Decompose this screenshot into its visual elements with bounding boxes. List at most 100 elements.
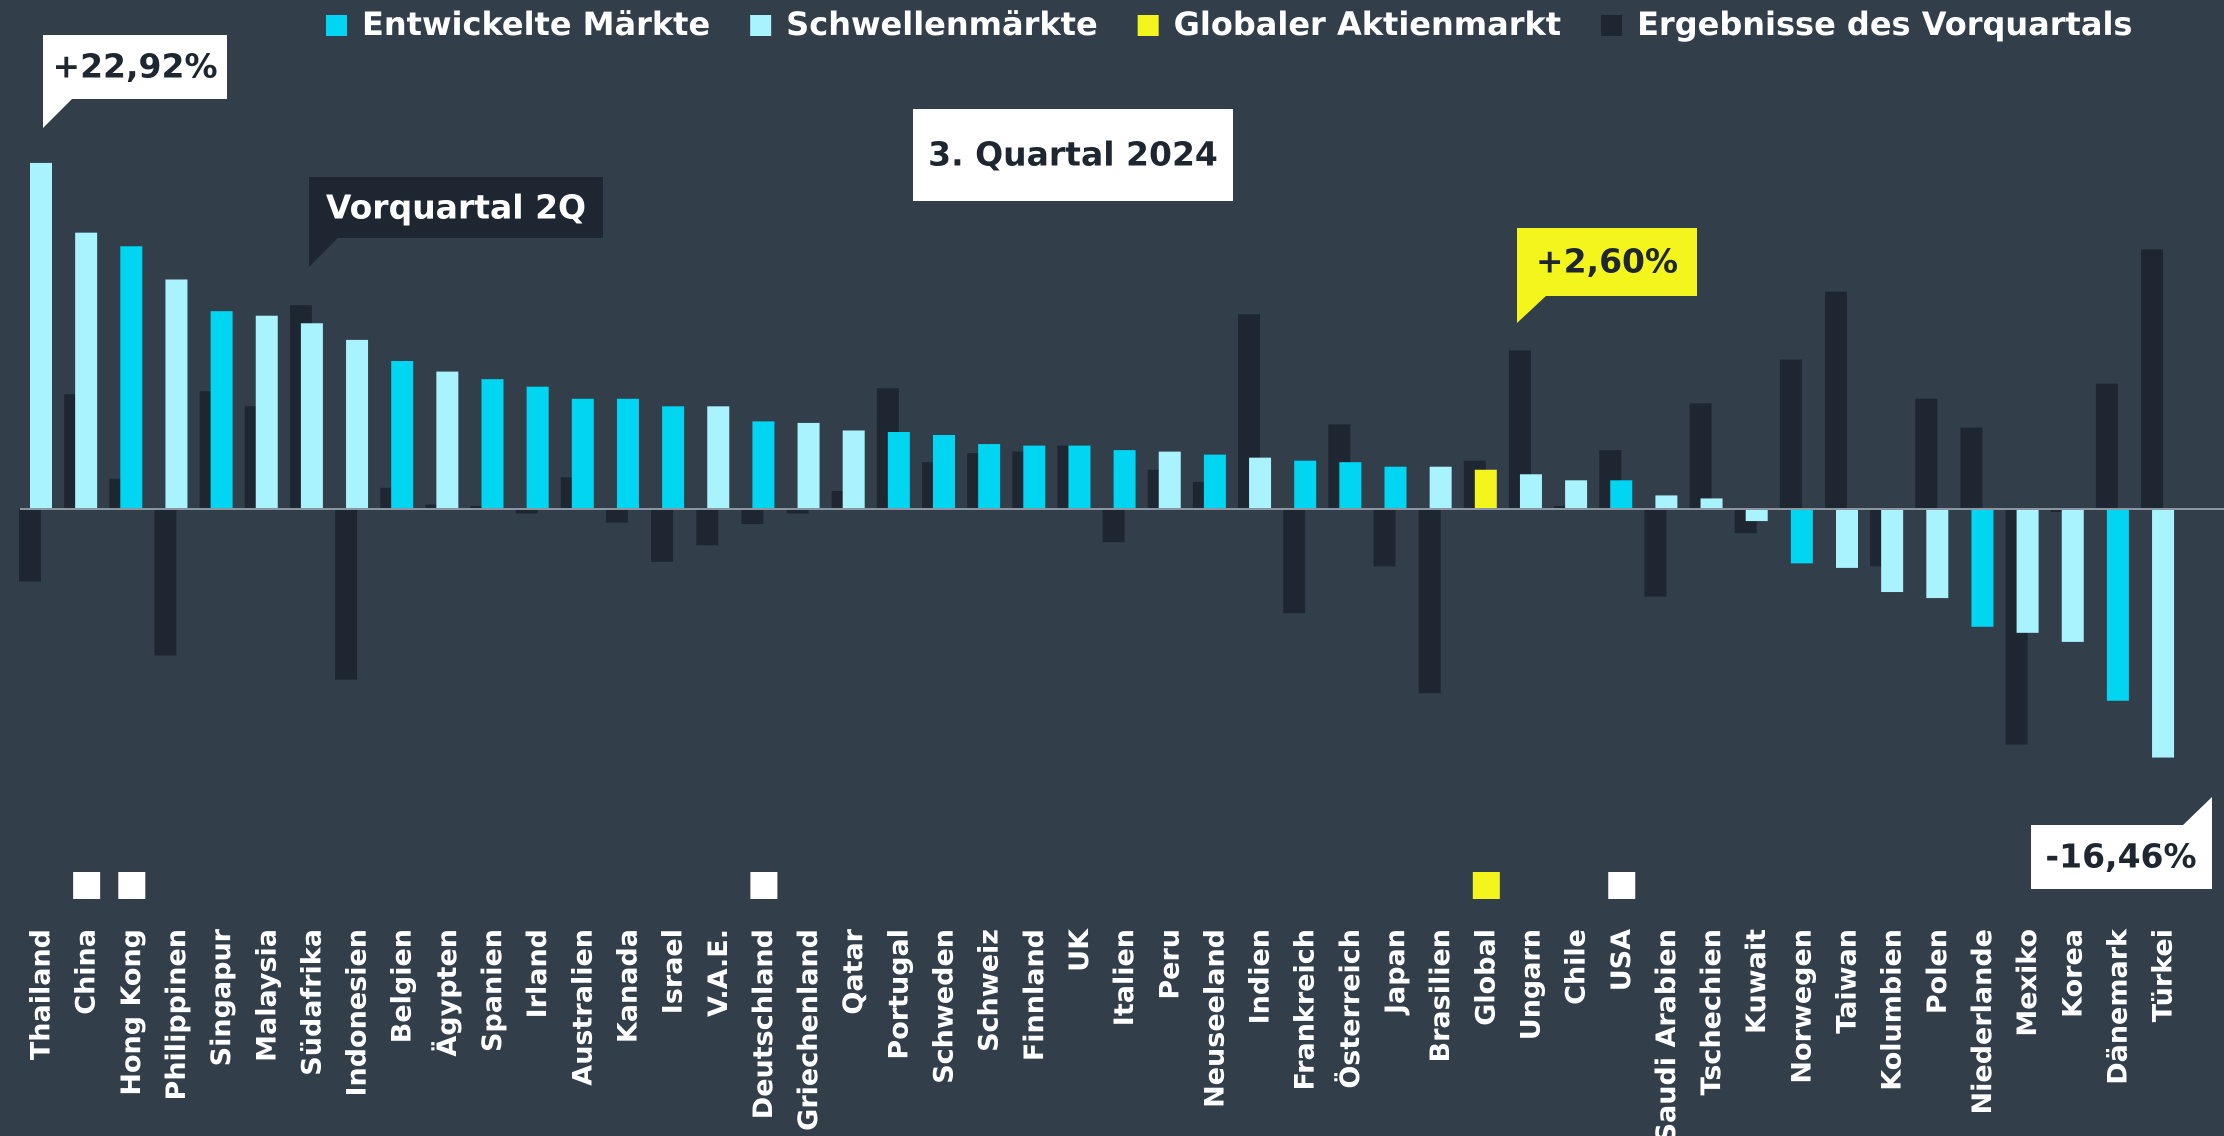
bar xyxy=(346,339,369,509)
bar xyxy=(786,509,809,514)
legend-swatch xyxy=(326,15,347,36)
bar xyxy=(1700,498,1723,509)
x-tick-label: Schweden xyxy=(929,929,960,1084)
bar xyxy=(1689,403,1712,509)
bar xyxy=(696,509,719,546)
legend: Entwickelte Märkte Schwellenmärkte Globale… xyxy=(326,5,2132,43)
bar xyxy=(1745,509,1768,522)
bar xyxy=(1418,509,1441,694)
x-tick-label: Türkei xyxy=(2148,929,2179,1022)
bar xyxy=(1203,454,1226,509)
x-tick-label: Finnland xyxy=(1019,929,1050,1061)
x-tick-label: Peru xyxy=(1154,929,1185,1000)
bar xyxy=(1023,445,1046,509)
x-tick-label: Neuseeland xyxy=(1199,929,1230,1108)
x-tick-label: Israel xyxy=(658,929,689,1014)
bar xyxy=(255,315,278,509)
bar xyxy=(1881,509,1904,593)
bar xyxy=(1429,466,1452,509)
chart-title: 3. Quartal 2024 xyxy=(928,135,1218,174)
x-tick-label: Thailand xyxy=(26,929,57,1060)
bar xyxy=(978,444,1001,509)
bar xyxy=(2095,383,2118,509)
bar xyxy=(1926,509,1949,599)
bar xyxy=(887,431,910,509)
bar xyxy=(1779,359,1802,509)
value-label-box: +22,92% xyxy=(43,35,227,128)
bar xyxy=(752,421,775,509)
value-label: -16,46% xyxy=(2045,837,2196,876)
x-tick-label: Korea xyxy=(2057,929,2088,1018)
x-tick-label: Qatar xyxy=(838,928,869,1014)
x-tick-label: Hong Kong xyxy=(116,929,147,1096)
category-marker xyxy=(1472,872,1500,899)
bar xyxy=(391,361,414,509)
x-tick-label: Ungarn xyxy=(1515,929,1546,1040)
x-tick-label: Brasilien xyxy=(1425,929,1456,1062)
x-tick-label: China xyxy=(71,929,102,1015)
bar xyxy=(571,398,594,509)
x-tick-label: Norwegen xyxy=(1786,929,1817,1084)
bar xyxy=(2141,249,2164,509)
value-label-box: -16,46% xyxy=(2031,797,2212,889)
annotation-tail xyxy=(309,237,339,267)
bar xyxy=(481,379,504,509)
x-tick-label: Belgien xyxy=(387,929,418,1043)
bar xyxy=(526,386,549,509)
bar xyxy=(1644,509,1667,597)
bar xyxy=(1655,495,1678,509)
x-tick-label: Kanada xyxy=(612,929,643,1043)
value-label-bg xyxy=(2031,825,2212,889)
title-box: 3. Quartal 2024 xyxy=(913,109,1233,201)
bar xyxy=(1102,509,1125,543)
x-tick-label: Australien xyxy=(567,929,598,1086)
bar xyxy=(165,279,188,509)
bar xyxy=(2106,509,2129,701)
x-tick-label: Indien xyxy=(1245,929,1276,1024)
bar xyxy=(1790,509,1813,564)
bar xyxy=(1565,480,1588,509)
bar xyxy=(2016,509,2039,633)
bar xyxy=(1373,509,1396,567)
x-tick-label: Portugal xyxy=(883,929,914,1060)
bar xyxy=(75,232,98,510)
x-tick-label: USA xyxy=(1606,929,1637,991)
x-tick-label: Kuwait xyxy=(1741,929,1772,1034)
x-tick-label: Irland xyxy=(522,929,553,1018)
x-tick-label: Philippinen xyxy=(161,929,192,1100)
category-marker xyxy=(750,872,778,899)
value-label-tail xyxy=(43,98,73,128)
value-label-bg xyxy=(43,35,227,99)
bar xyxy=(605,509,628,523)
bar xyxy=(1960,427,1983,509)
x-tick-label: Mexiko xyxy=(2012,929,2043,1037)
bar xyxy=(436,371,459,509)
bars xyxy=(19,162,2175,758)
legend-label: Entwickelte Märkte xyxy=(362,5,710,43)
annotation: Vorquartal 2Q xyxy=(326,188,586,227)
bar xyxy=(616,398,639,509)
title-bg xyxy=(913,109,1233,201)
bar xyxy=(1339,462,1362,509)
x-tick-label: Spanien xyxy=(477,929,508,1052)
bar xyxy=(797,422,820,509)
value-label-box: +2,60% xyxy=(1517,228,1697,323)
annotation-box: Vorquartal 2Q xyxy=(309,177,603,267)
bar xyxy=(335,509,358,680)
x-tick-label: Taiwan xyxy=(1832,929,1863,1034)
bar xyxy=(1971,509,1994,627)
x-tick-label: V.A.E. xyxy=(703,929,734,1017)
value-label-tail xyxy=(2182,797,2212,826)
legend-label: Ergebnisse des Vorquartals xyxy=(1637,5,2132,43)
x-tick-label: Österreich xyxy=(1333,929,1366,1089)
bar xyxy=(707,406,730,509)
bar xyxy=(1068,445,1091,509)
legend-swatch xyxy=(1137,15,1159,36)
x-tick-label: Dänemark xyxy=(2102,928,2133,1085)
bar xyxy=(1836,509,1858,568)
bar xyxy=(2152,509,2175,758)
x-tick-label: Chile xyxy=(1561,929,1592,1005)
x-tick-label: Schweiz xyxy=(974,929,1005,1052)
category-marker xyxy=(73,872,101,899)
